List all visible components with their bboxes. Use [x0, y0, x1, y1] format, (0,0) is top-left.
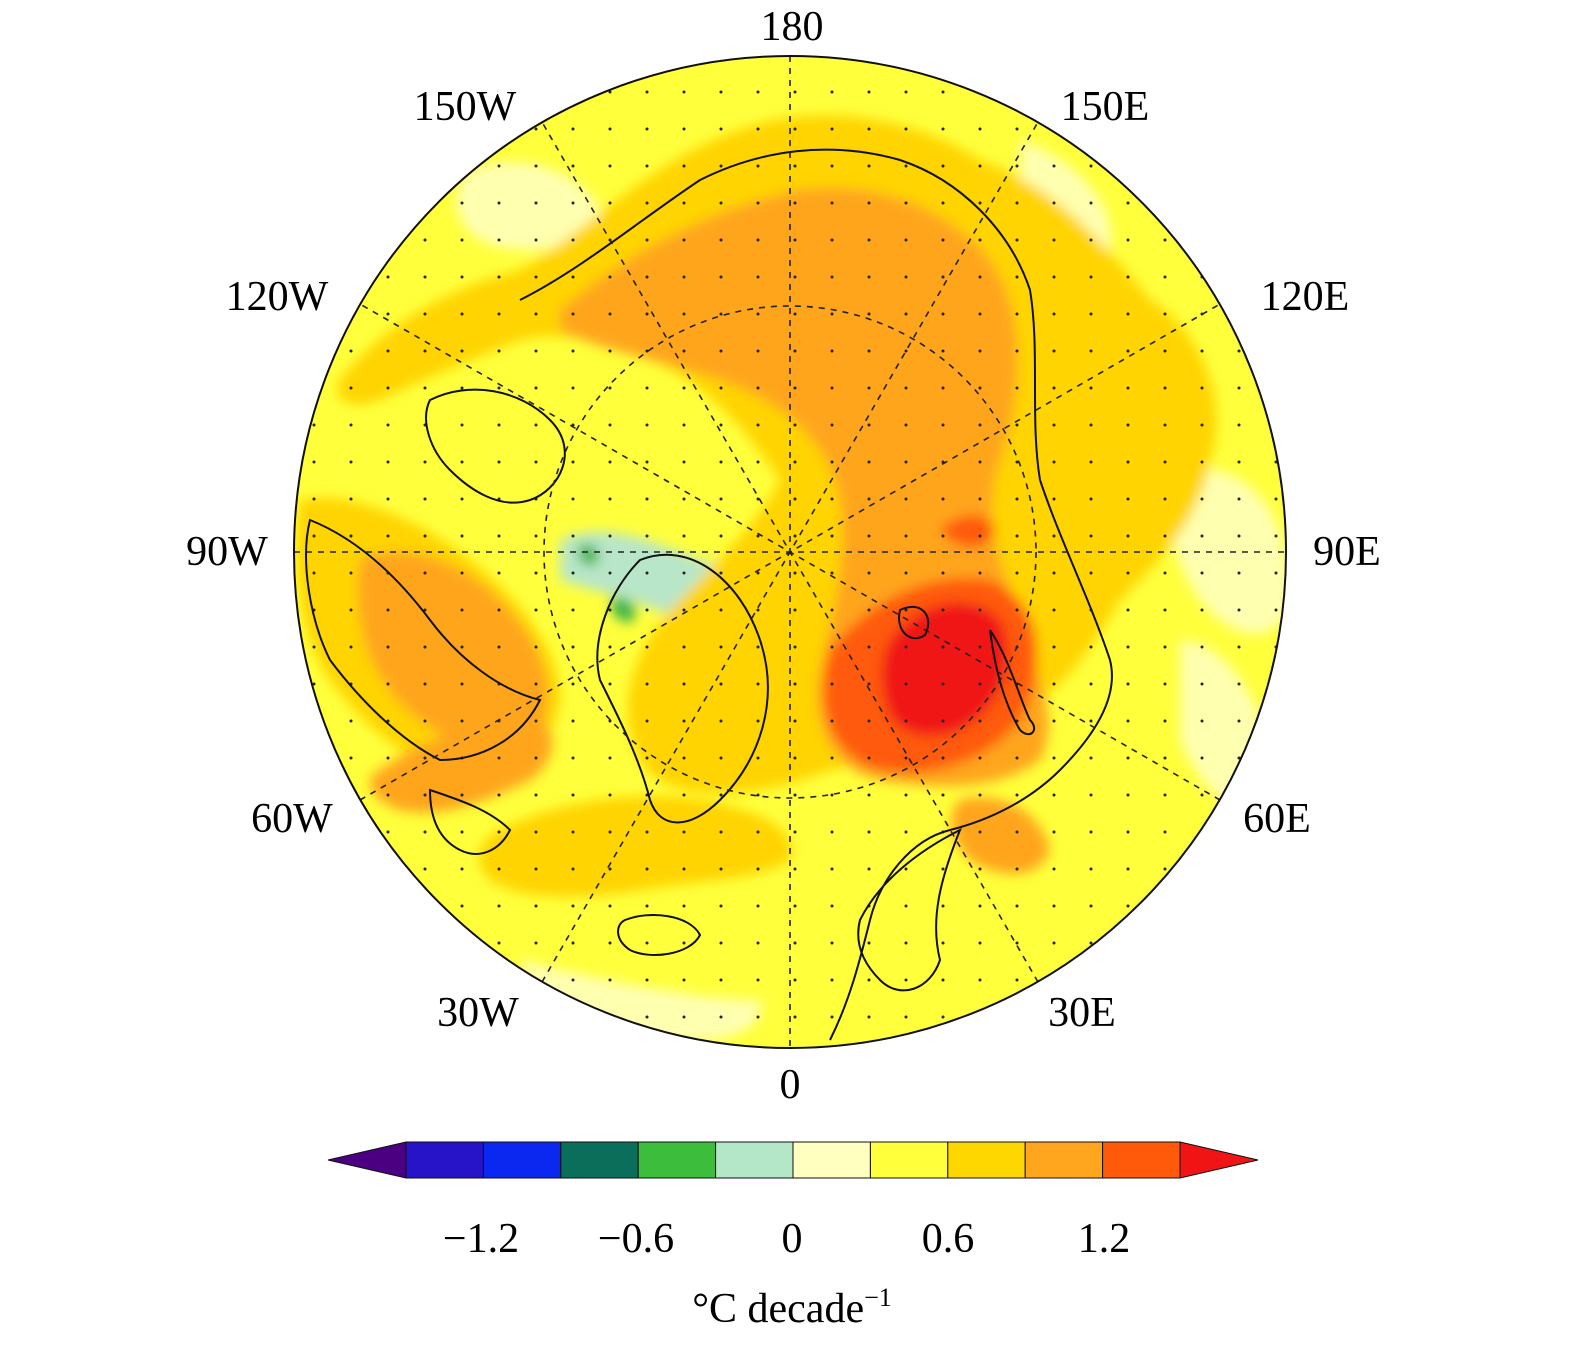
lon-label-60e: 60E — [1243, 796, 1311, 842]
map-border — [293, 55, 1287, 1049]
colorbar-tick-label: 0.6 — [922, 1216, 975, 1262]
colorbar-box — [715, 1141, 794, 1179]
map-disk — [294, 56, 1286, 1048]
coast-greenland — [596, 553, 769, 824]
colorbar-boxes — [405, 1141, 1181, 1179]
colorbar-unit-label: °C decade−1 — [692, 1283, 892, 1332]
colorbar-end-high — [1179, 1141, 1259, 1179]
colorbar-box — [1102, 1141, 1181, 1179]
coast-alaska-siberia — [519, 148, 1041, 481]
graticule-circle-inner — [543, 305, 1037, 799]
colorbar-box — [947, 1141, 1026, 1179]
coastlines — [305, 148, 1113, 1041]
coast-eurasia-north — [829, 479, 1113, 1041]
coast-labrador — [428, 788, 512, 855]
coast-iceland — [617, 914, 702, 956]
lon-label-150e: 150E — [1061, 84, 1150, 130]
lon-label-150w: 150W — [414, 84, 517, 130]
lon-label-120e: 120E — [1261, 274, 1350, 320]
coast-novaya-zemlya — [989, 629, 1036, 736]
coast-svalbard — [898, 605, 930, 640]
lon-label-120w: 120W — [226, 274, 329, 320]
colorbar-box — [1024, 1141, 1104, 1179]
colorbar-box — [637, 1141, 717, 1179]
colorbar-box — [869, 1141, 949, 1179]
coast-canada-mainland — [305, 518, 542, 762]
colorbar — [327, 1141, 1259, 1179]
lon-label-0: 0 — [780, 1062, 801, 1108]
colorbar-unit-main: °C decade — [692, 1286, 864, 1332]
colorbar-tick-label: 0 — [782, 1216, 803, 1262]
colorbar-end-low — [327, 1141, 407, 1179]
lon-label-30e: 30E — [1048, 990, 1116, 1036]
lon-label-30w: 30W — [437, 990, 519, 1036]
lon-label-60w: 60W — [251, 796, 333, 842]
colorbar-tick-labels: −1.2 −0.6 0 0.6 1.2 — [443, 1216, 1130, 1262]
colorbar-tick-label: 1.2 — [1078, 1216, 1131, 1262]
colorbar-box — [405, 1141, 484, 1179]
longitude-labels: 180 150E 120E 90E 60E 30E 0 30W 60W 90W … — [186, 4, 1381, 1108]
coast-scandinavia — [857, 827, 962, 992]
colorbar-box — [792, 1141, 871, 1179]
lon-label-180: 180 — [761, 4, 824, 50]
coast-canada-archipelago — [425, 388, 566, 504]
colorbar-box — [560, 1141, 639, 1179]
colorbar-tick-label: −1.2 — [443, 1216, 519, 1262]
colorbar-box — [482, 1141, 562, 1179]
graticule — [294, 56, 1286, 1048]
lon-label-90e: 90E — [1313, 529, 1381, 575]
colorbar-tick-label: −0.6 — [598, 1216, 674, 1262]
meridian-60e-120w — [359, 303, 1221, 801]
colorbar-unit-sup: −1 — [864, 1283, 892, 1312]
lon-label-90w: 90W — [186, 529, 268, 575]
